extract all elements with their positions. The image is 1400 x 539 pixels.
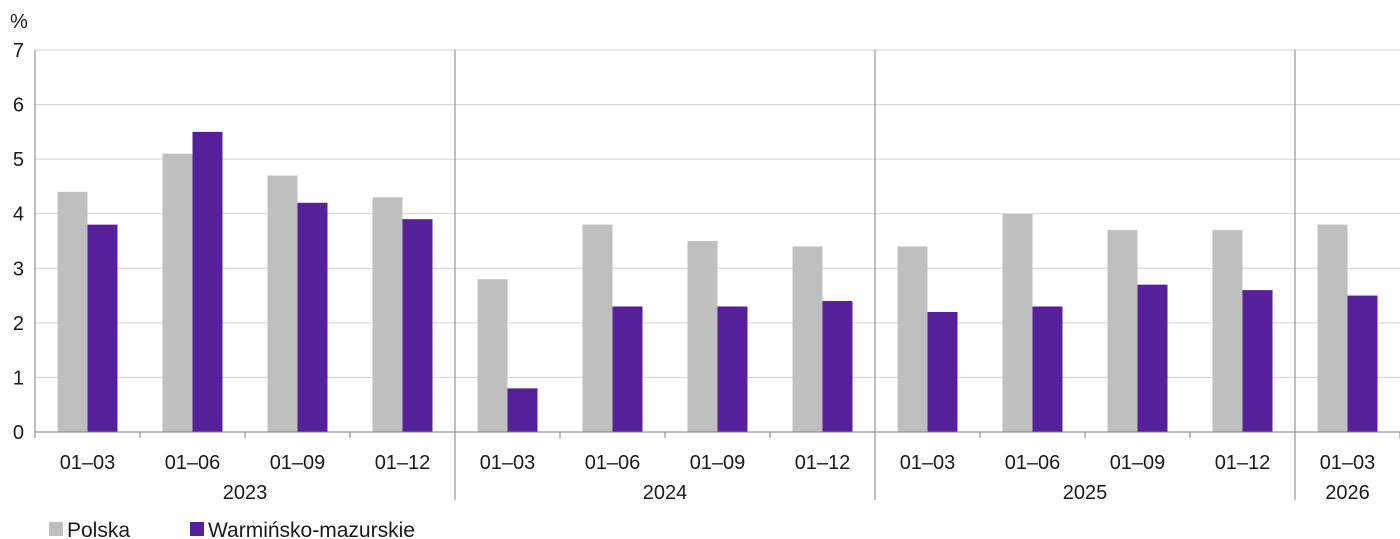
legend-label-warminsko-mazurskie: Warmińsko-mazurskie	[208, 519, 415, 539]
bar-warminsko-mazurskie	[1242, 290, 1273, 432]
y-tick-label: 4	[13, 204, 24, 226]
bar-polska	[477, 279, 508, 432]
year-label: 2025	[1063, 482, 1108, 504]
bar-warminsko-mazurskie	[87, 224, 118, 432]
y-tick-labels: 0 1 2 3 4 5 6 7	[13, 40, 24, 444]
bar-warminsko-mazurskie	[1137, 284, 1168, 432]
x-category-label: 01–12	[795, 452, 851, 474]
bar-warminsko-mazurskie	[402, 219, 433, 432]
x-category-label: 01–06	[1005, 452, 1061, 474]
bar-warminsko-mazurskie	[927, 311, 958, 432]
axes	[34, 50, 1400, 438]
x-category-label: 01–03	[480, 452, 536, 474]
x-category-label: 01–06	[585, 452, 641, 474]
bar-polska	[1212, 230, 1243, 432]
y-tick-label: 2	[13, 313, 24, 335]
x-category-label: 01–03	[1320, 452, 1376, 474]
x-category-label: 01–12	[375, 452, 431, 474]
x-category-label: 01–09	[690, 452, 746, 474]
x-category-label: 01–12	[1215, 452, 1271, 474]
year-label: 2023	[223, 482, 268, 504]
y-tick-label: 6	[13, 95, 24, 117]
x-category-label: 01–09	[270, 452, 326, 474]
y-tick-label: 0	[13, 422, 24, 444]
legend-label-polska: Polska	[67, 519, 130, 539]
year-label: 2026	[1325, 482, 1370, 504]
bar-warminsko-mazurskie	[1347, 295, 1378, 432]
bar-warminsko-mazurskie	[192, 131, 223, 432]
y-tick-label: 5	[13, 149, 24, 171]
bar-warminsko-mazurskie	[717, 306, 748, 432]
y-unit-label: %	[10, 11, 28, 33]
bar-warminsko-mazurskie	[612, 306, 643, 432]
legend-swatch-warminsko-mazurskie	[190, 522, 204, 536]
y-tick-label: 3	[13, 258, 24, 280]
bar-polska	[582, 224, 613, 432]
bar-polska	[687, 241, 718, 432]
bar-polska	[792, 246, 823, 432]
bars	[57, 131, 1378, 432]
year-label: 2024	[643, 482, 688, 504]
x-category-labels: 01–03 01–06 01–09 01–12 01–03 01–06 01–09 01–12…	[60, 452, 1376, 474]
bar-polska	[1002, 213, 1033, 432]
bar-polska	[57, 191, 88, 432]
bar-polska	[267, 175, 298, 432]
x-category-label: 01–03	[900, 452, 956, 474]
bar-warminsko-mazurskie	[297, 202, 328, 432]
y-tick-label: 7	[13, 40, 24, 62]
legend: Polska Warmińsko-mazurskie	[49, 519, 415, 539]
bar-polska	[162, 153, 193, 432]
x-year-labels: 2023 2024 2025 2026	[223, 482, 1370, 504]
bar-warminsko-mazurskie	[822, 301, 853, 432]
bar-warminsko-mazurskie	[507, 388, 538, 432]
bar-polska	[897, 246, 928, 432]
x-category-label: 01–06	[165, 452, 221, 474]
bar-polska	[372, 197, 403, 432]
x-category-label: 01–03	[60, 452, 116, 474]
bar-polska	[1107, 230, 1138, 432]
bar-warminsko-mazurskie	[1032, 306, 1063, 432]
bar-polska	[1317, 224, 1348, 432]
year-separators	[454, 50, 1296, 500]
y-tick-label: 1	[13, 367, 24, 389]
x-category-label: 01–09	[1110, 452, 1166, 474]
legend-swatch-polska	[49, 522, 63, 536]
